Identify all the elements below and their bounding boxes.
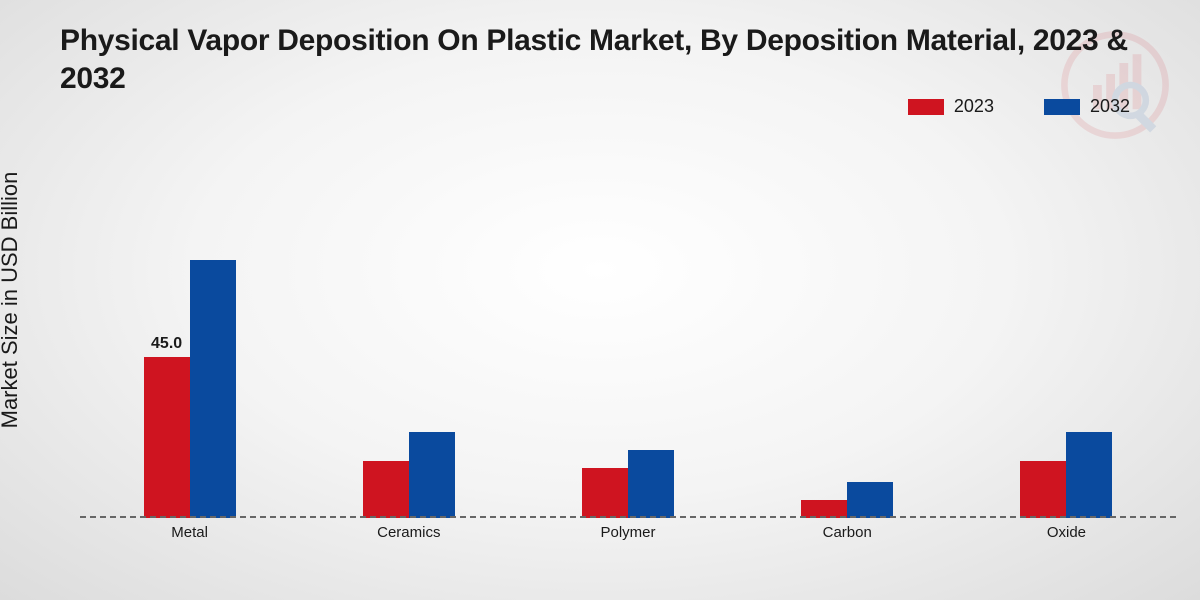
bar-ceramics-2023 — [363, 461, 409, 518]
bar-ceramics-2032 — [409, 432, 455, 518]
legend-label-2032: 2032 — [1090, 96, 1130, 117]
legend-label-2023: 2023 — [954, 96, 994, 117]
chart-title: Physical Vapor Deposition On Plastic Mar… — [60, 22, 1160, 97]
bar-carbon-2032 — [847, 482, 893, 518]
bar-metal-2032 — [190, 260, 236, 518]
xlabel-polymer: Polymer — [518, 518, 737, 546]
xlabel-oxide: Oxide — [957, 518, 1176, 546]
bar-oxide-2032 — [1066, 432, 1112, 518]
group-carbon — [738, 160, 957, 518]
group-ceramics — [299, 160, 518, 518]
legend-swatch-2023 — [908, 99, 944, 115]
bar-polymer-2032 — [628, 450, 674, 518]
legend: 2023 2032 — [908, 96, 1130, 117]
data-label-metal-2023: 45.0 — [151, 335, 182, 353]
chart-frame: Physical Vapor Deposition On Plastic Mar… — [0, 0, 1200, 600]
bar-metal-2023: 45.0 — [144, 357, 190, 518]
y-axis-label: Market Size in USD Billion — [0, 172, 23, 429]
group-polymer — [518, 160, 737, 518]
bar-oxide-2023 — [1020, 461, 1066, 518]
bar-groups: 45.0 — [80, 160, 1176, 518]
x-axis-labels: Metal Ceramics Polymer Carbon Oxide — [80, 518, 1176, 546]
group-oxide — [957, 160, 1176, 518]
xlabel-ceramics: Ceramics — [299, 518, 518, 546]
group-metal: 45.0 — [80, 160, 299, 518]
xlabel-metal: Metal — [80, 518, 299, 546]
xlabel-carbon: Carbon — [738, 518, 957, 546]
legend-swatch-2032 — [1044, 99, 1080, 115]
legend-item-2023: 2023 — [908, 96, 994, 117]
bar-polymer-2023 — [582, 468, 628, 518]
legend-item-2032: 2032 — [1044, 96, 1130, 117]
plot-area: 45.0 Metal Ce — [80, 160, 1176, 546]
